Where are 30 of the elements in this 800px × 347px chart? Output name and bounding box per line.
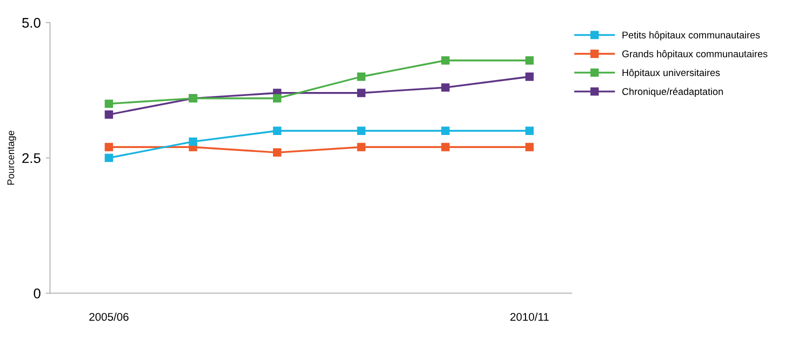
point [525, 72, 534, 81]
y-axis-title: Pourcentage [7, 130, 16, 185]
point [441, 142, 450, 152]
y-tick-label: 0 [34, 288, 40, 298]
point [357, 72, 366, 81]
point [525, 56, 534, 65]
point [357, 88, 366, 98]
legend-label: Chronique/réadaptation [622, 88, 723, 97]
y-tick-label: 5.0 [22, 18, 40, 28]
point [525, 142, 534, 152]
point [104, 110, 114, 119]
y-tick-label: 2.5 [22, 153, 40, 164]
x-tick-label: 2005/06 [89, 312, 128, 321]
legend-label: Hôpitaux universitaires [622, 68, 720, 78]
point [357, 126, 366, 135]
point [357, 142, 366, 152]
point [188, 137, 198, 146]
point [272, 94, 282, 103]
point [104, 100, 114, 108]
point [272, 126, 282, 135]
point [441, 83, 450, 92]
point [441, 126, 450, 135]
point [272, 148, 282, 157]
legend-label: Petits hôpitaux communautaires [622, 31, 760, 40]
point [525, 126, 534, 135]
point [441, 56, 450, 65]
x-tick-label: 2010/11 [510, 312, 549, 321]
point [104, 154, 114, 162]
point [104, 142, 114, 152]
legend-label: Grands hôpitaux communautaires [622, 50, 768, 60]
